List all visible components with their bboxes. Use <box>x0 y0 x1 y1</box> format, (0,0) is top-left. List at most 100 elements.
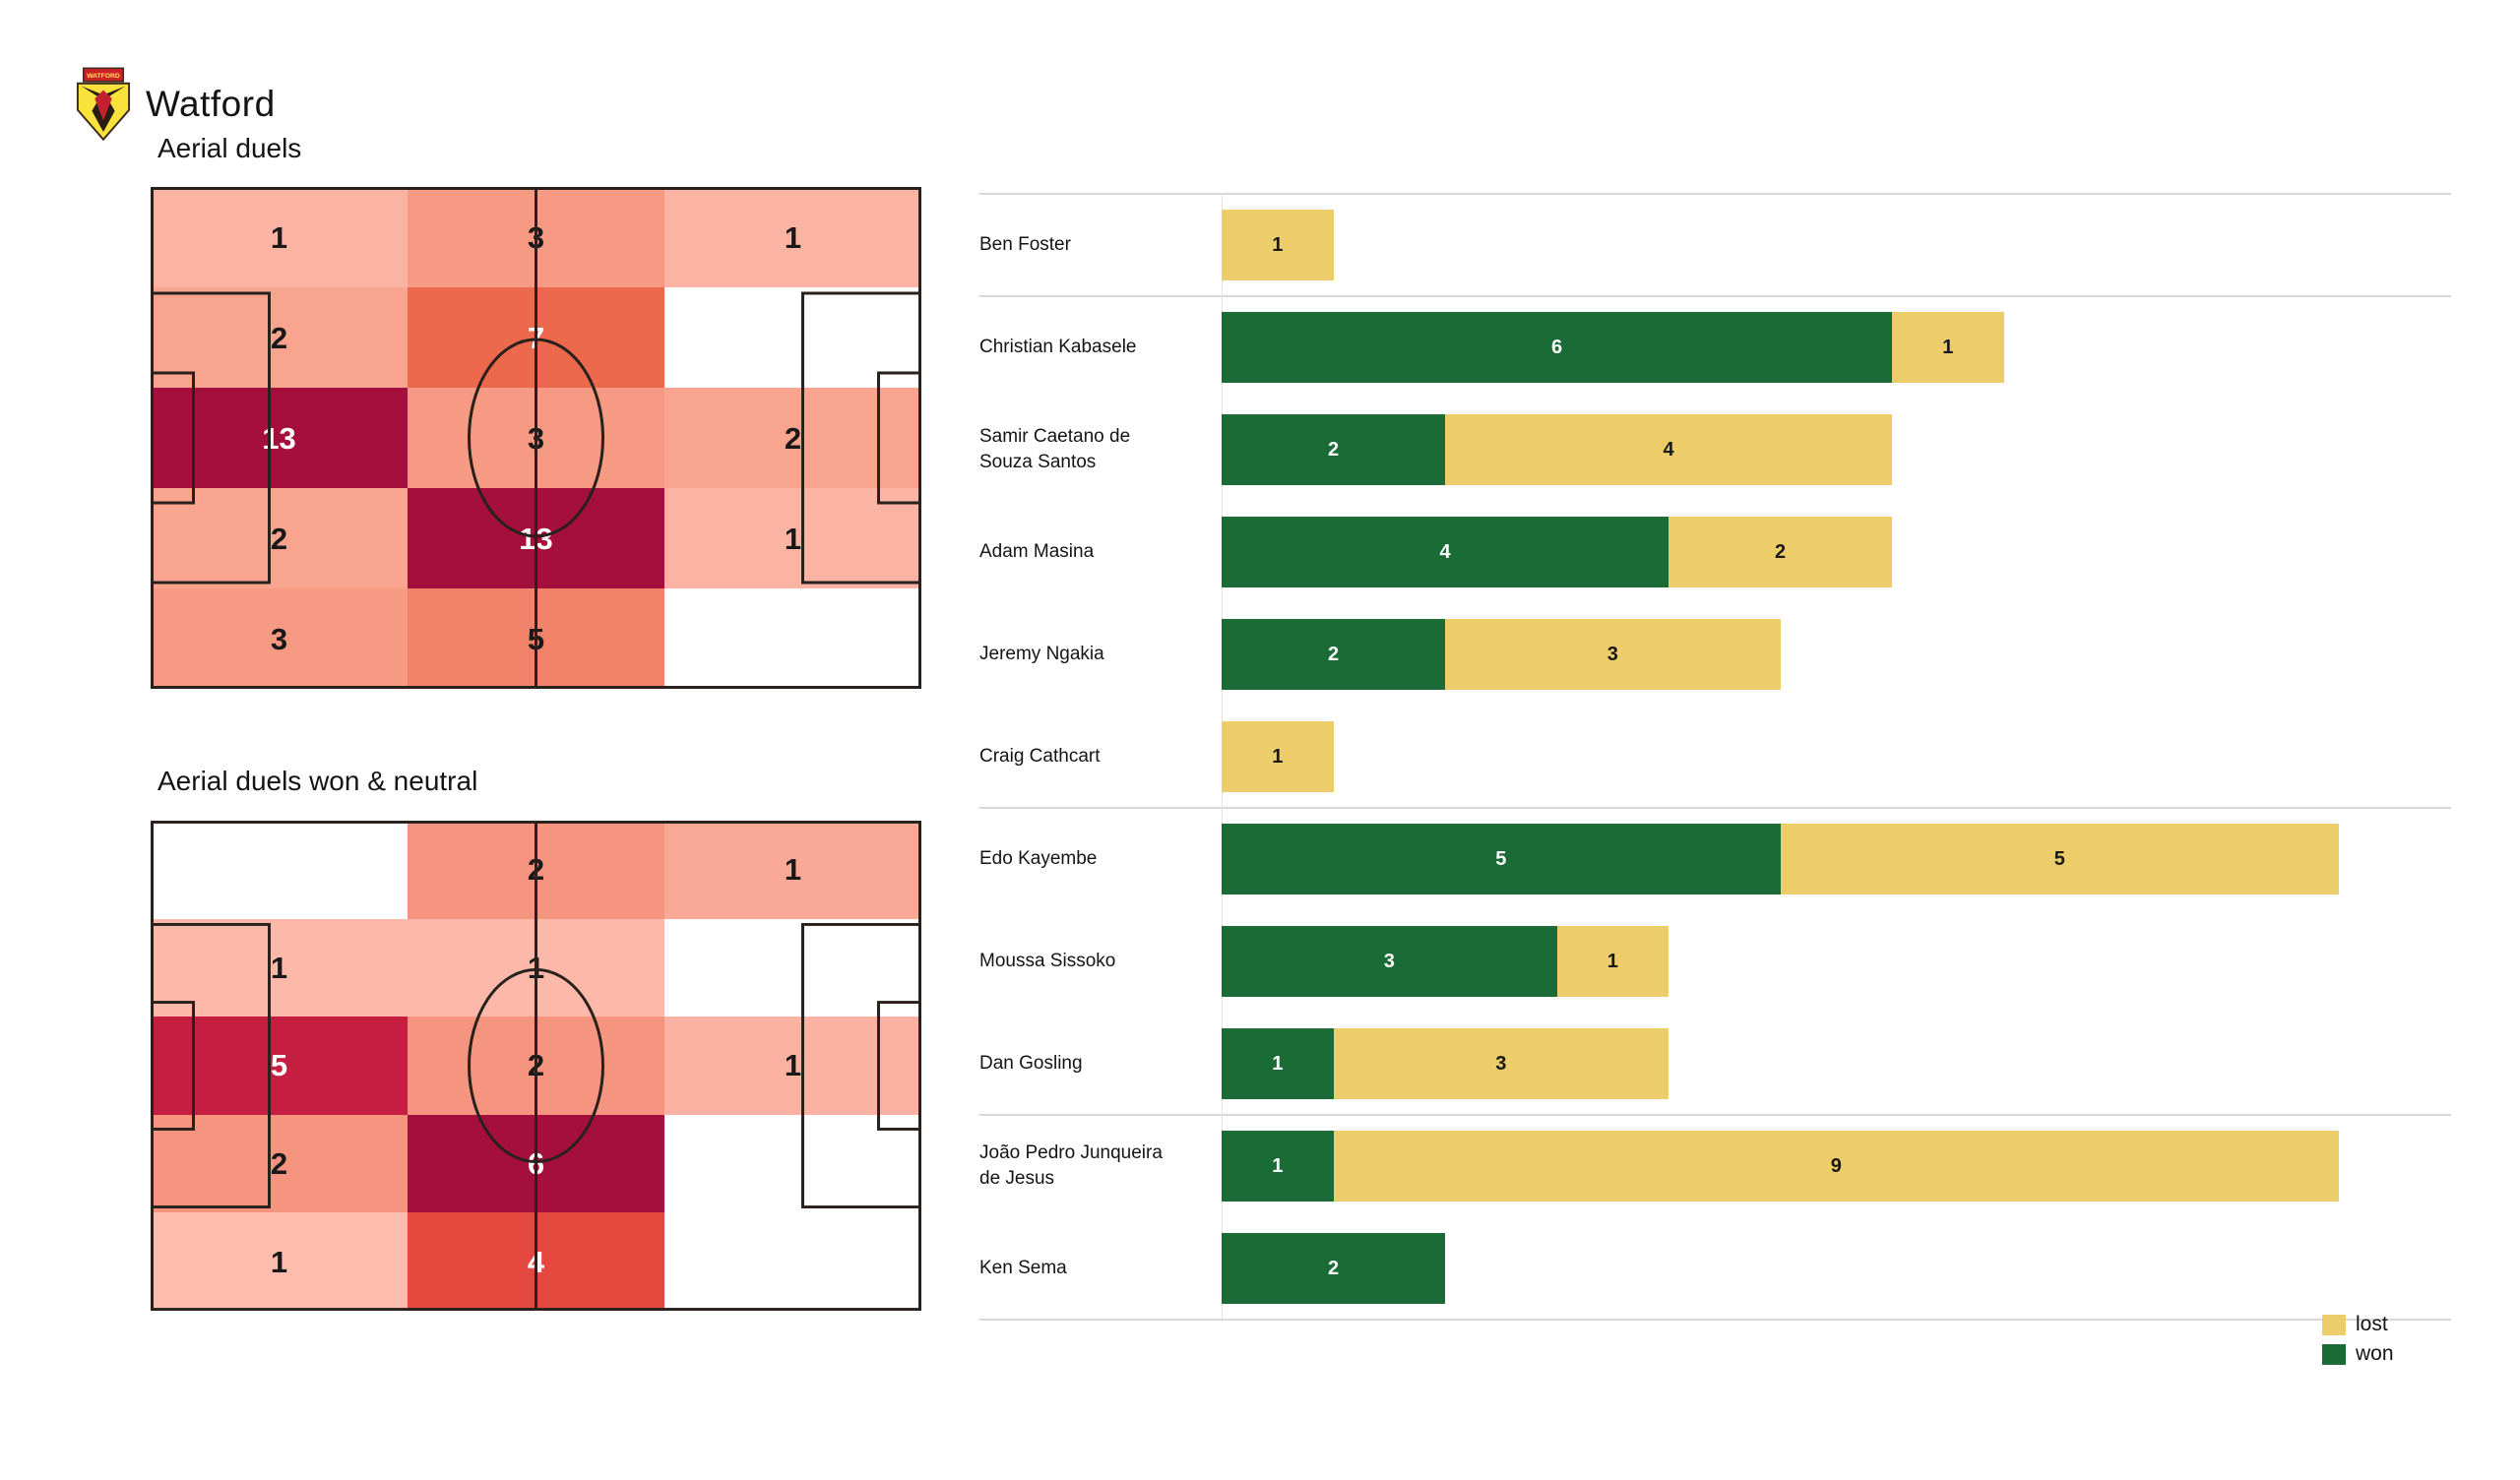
player-name-line: Samir Caetano de <box>979 426 1131 447</box>
bar-segment-won: 2 <box>1222 619 1445 690</box>
heatmap-cell: 1 <box>151 187 408 287</box>
bar-value-lost: 1 <box>1942 336 1954 358</box>
player-name: Adam Masina <box>979 501 1211 603</box>
bar-value-lost: 4 <box>1663 438 1674 461</box>
heatmap-cell <box>664 918 921 1018</box>
heatmap-cell: 2 <box>151 488 408 588</box>
heatmap-cell: 1 <box>664 187 921 287</box>
player-name-line: Souza Santos <box>979 452 1097 472</box>
bar-segment-won: 2 <box>1222 1233 1445 1304</box>
legend-item-won: won <box>2322 1342 2394 1366</box>
bar-value-won: 1 <box>1272 1052 1284 1075</box>
heatmap-cell-value: 7 <box>527 320 545 355</box>
bar-segment-won: 6 <box>1222 312 1892 383</box>
bar-value-lost: 9 <box>1830 1154 1842 1177</box>
group-separator <box>979 1319 2451 1321</box>
heatmap-cell-value: 2 <box>527 852 545 888</box>
heatmap-cell <box>664 287 921 388</box>
heatmap-cell: 6 <box>408 1114 664 1213</box>
heatmap-cell: 13 <box>408 488 664 588</box>
heatmap-cell: 13 <box>151 388 408 488</box>
heatmap-cell: 2 <box>408 821 664 919</box>
heatmap-cell: 1 <box>151 1212 408 1311</box>
heatmap-cell-value: 1 <box>784 1048 802 1083</box>
group-separator <box>979 807 2451 809</box>
player-row: João Pedro Junqueira de Jesus 1 9 <box>979 1115 2451 1217</box>
heatmap-cell-value: 4 <box>527 1244 545 1279</box>
heatmap-cell-value: 3 <box>527 420 545 456</box>
bar-segment-lost: 1 <box>1556 926 1669 997</box>
heatmap-cell <box>151 821 408 919</box>
heatmap-title-aerial-duels: Aerial duels <box>158 133 302 163</box>
group-separator <box>979 193 2451 195</box>
player-name: Edo Kayembe <box>979 808 1211 910</box>
legend-swatch-won <box>2322 1343 2346 1365</box>
bar-segment-lost: 1 <box>1222 721 1334 792</box>
heatmap-cell: 1 <box>664 488 921 588</box>
heatmap-cell: 2 <box>664 388 921 488</box>
bar-value-lost: 5 <box>2053 847 2065 870</box>
heatmap-cell-value: 1 <box>784 219 802 255</box>
player-name: Christian Kabasele <box>979 296 1211 399</box>
player-row: Ken Sema 2 <box>979 1217 2451 1320</box>
bar-segment-lost: 3 <box>1333 1028 1669 1099</box>
heatmap-cell-value: 13 <box>262 420 296 456</box>
heatmap-cell-value: 1 <box>270 950 288 985</box>
heatmap-title-aerial-duels-won-neutral: Aerial duels won & neutral <box>158 766 478 796</box>
player-name-line: João Pedro Junqueira <box>979 1142 1163 1163</box>
heatmap-cell-value: 1 <box>527 950 545 985</box>
player-name-line: Christian Kabasele <box>979 337 1137 357</box>
player-row: Craig Cathcart 1 <box>979 706 2451 808</box>
bar-value-lost: 1 <box>1272 745 1284 768</box>
duels-bar-chart: Ben Foster 1 Christian Kabasele 6 1 Samir Cae… <box>979 193 2451 1321</box>
heatmap-cell: 4 <box>408 1212 664 1311</box>
bar-segment-lost: 3 <box>1445 619 1781 690</box>
heatmap-cell-value: 5 <box>527 621 545 656</box>
player-name: João Pedro Junqueira de Jesus <box>979 1115 1211 1217</box>
heatmap-cell-value: 2 <box>270 521 288 556</box>
bar-value-won: 2 <box>1327 438 1340 461</box>
heatmap-cell-value: 1 <box>784 521 802 556</box>
heatmap-cell: 3 <box>151 588 408 689</box>
watford-crest-icon: WATFORD <box>76 67 131 142</box>
heatmap-cell <box>664 1114 921 1213</box>
bar-segment-lost: 1 <box>1892 312 2004 383</box>
heatmap-cell: 5 <box>151 1017 408 1115</box>
heatmap-cell-value: 13 <box>519 521 553 556</box>
heatmap-cell-value: 6 <box>527 1146 545 1182</box>
player-row: Edo Kayembe 5 5 <box>979 808 2451 910</box>
heatmap-cell-value: 2 <box>270 320 288 355</box>
bar-segment-lost: 5 <box>1780 824 2339 894</box>
heatmap-cell-value: 2 <box>784 420 802 456</box>
legend-label-won: won <box>2356 1342 2394 1365</box>
player-name: Dan Gosling <box>979 1013 1211 1115</box>
heatmap-cell-value: 1 <box>270 1244 288 1279</box>
player-name: Craig Cathcart <box>979 706 1211 808</box>
player-row: Moussa Sissoko 3 1 <box>979 910 2451 1013</box>
player-row: Jeremy Ngakia 2 3 <box>979 603 2451 706</box>
heatmap-cell: 3 <box>408 187 664 287</box>
player-name: Jeremy Ngakia <box>979 603 1211 706</box>
bar-value-lost: 2 <box>1774 540 1787 563</box>
heatmap-cell-value: 1 <box>784 852 802 888</box>
bar-value-won: 2 <box>1327 643 1340 665</box>
heatmap-cell: 1 <box>151 918 408 1018</box>
bar-segment-lost: 2 <box>1669 517 1892 587</box>
legend-item-lost: lost <box>2322 1313 2394 1336</box>
bar-value-lost: 3 <box>1606 643 1618 665</box>
player-name-line: Dan Gosling <box>979 1053 1083 1074</box>
player-name: Moussa Sissoko <box>979 910 1211 1013</box>
player-row: Dan Gosling 1 3 <box>979 1013 2451 1115</box>
heatmap-cell: 7 <box>408 287 664 388</box>
pitch-heatmap-aerial-duels-won-neutral: 2 1 1 1 5 2 1 2 6 1 4 <box>151 821 921 1311</box>
bar-segment-won: 5 <box>1222 824 1781 894</box>
bar-value-lost: 1 <box>1606 950 1618 972</box>
player-name-line: de Jesus <box>979 1168 1055 1189</box>
player-name: Samir Caetano de Souza Santos <box>979 399 1211 501</box>
bar-segment-won: 3 <box>1222 926 1557 997</box>
player-row: Christian Kabasele 6 1 <box>979 296 2451 399</box>
heatmap-cell-value: 1 <box>270 219 288 255</box>
player-name-line: Edo Kayembe <box>979 848 1098 869</box>
page-title: Watford <box>146 84 276 124</box>
player-name-line: Craig Cathcart <box>979 746 1101 767</box>
